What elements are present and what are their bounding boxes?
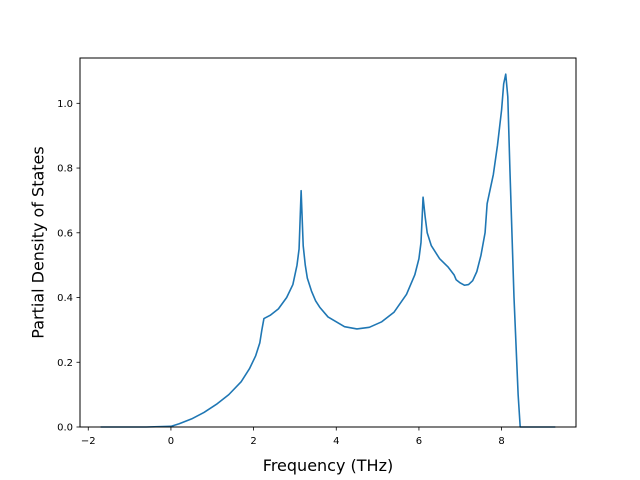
series-line-0 [100, 73, 556, 428]
y-tick-label: 0.4 [57, 293, 73, 304]
y-axis-label: Partial Density of States [29, 146, 48, 338]
x-tick-label: −2 [81, 436, 96, 447]
axes-frame [79, 57, 577, 428]
x-tick-label: 0 [168, 436, 174, 447]
y-tick-label: 0.6 [57, 228, 73, 239]
x-tick-label: 6 [416, 436, 422, 447]
x-axis-label: Frequency (THz) [263, 456, 393, 475]
x-tick-label: 4 [333, 436, 339, 447]
y-tick-label: 0.8 [57, 164, 73, 175]
x-tick-label: 2 [250, 436, 256, 447]
x-tick-label: 8 [498, 436, 504, 447]
y-tick-label: 0.0 [57, 423, 73, 434]
plot-area [100, 73, 556, 428]
y-tick-label: 1.0 [57, 99, 73, 110]
x-axis-ticks: −2 0 2 4 6 8 [81, 427, 505, 447]
y-tick-label: 0.2 [57, 358, 73, 369]
y-axis-ticks: 0.0 0.2 0.4 0.6 0.8 1.0 [57, 99, 80, 434]
